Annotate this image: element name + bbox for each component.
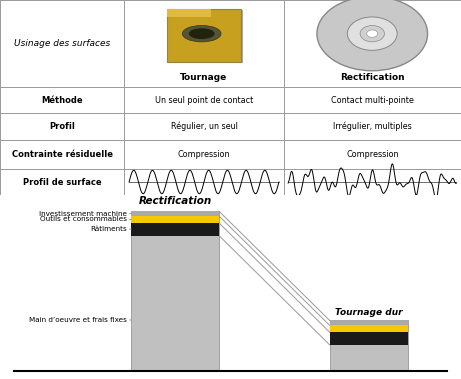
Text: Contact multi-pointe: Contact multi-pointe [331, 96, 414, 105]
Ellipse shape [348, 17, 397, 50]
Text: Rectification: Rectification [139, 196, 212, 206]
Text: Tournage dur: Tournage dur [335, 307, 402, 316]
Bar [131, 216, 219, 223]
Text: Râtiments: Râtiments [90, 226, 131, 232]
Text: Rectification: Rectification [340, 73, 405, 82]
Bar [131, 211, 219, 216]
Ellipse shape [367, 30, 378, 38]
Text: Main d’oeuvre et frais fixes: Main d’oeuvre et frais fixes [29, 317, 131, 323]
Text: Profil: Profil [49, 122, 75, 131]
Ellipse shape [360, 25, 384, 42]
Text: Profil de surface: Profil de surface [23, 177, 101, 186]
Ellipse shape [317, 0, 428, 71]
Bar [131, 211, 219, 371]
Text: Usinage des surfaces: Usinage des surfaces [14, 39, 110, 48]
Bar [167, 9, 211, 17]
Bar [330, 321, 408, 371]
Text: Irrégulier, multiples: Irrégulier, multiples [333, 122, 412, 131]
Circle shape [183, 25, 221, 42]
Bar [330, 321, 408, 325]
Text: Contrainte résiduelle: Contrainte résiduelle [12, 150, 113, 159]
Text: Compression: Compression [346, 150, 398, 159]
Bar [131, 223, 219, 235]
Text: Un seul point de contact: Un seul point de contact [155, 96, 253, 105]
Bar [330, 332, 408, 345]
Text: Régulier, un seul: Régulier, un seul [171, 122, 237, 131]
Circle shape [189, 28, 214, 39]
Text: Compression: Compression [178, 150, 230, 159]
Bar [330, 325, 408, 332]
Bar [170, 10, 243, 63]
Text: Investissement machine: Investissement machine [39, 211, 131, 216]
Text: Tournage: Tournage [180, 73, 228, 82]
Text: Méthode: Méthode [41, 96, 83, 105]
Bar [167, 9, 241, 62]
Text: Outils et consommables: Outils et consommables [40, 216, 131, 222]
